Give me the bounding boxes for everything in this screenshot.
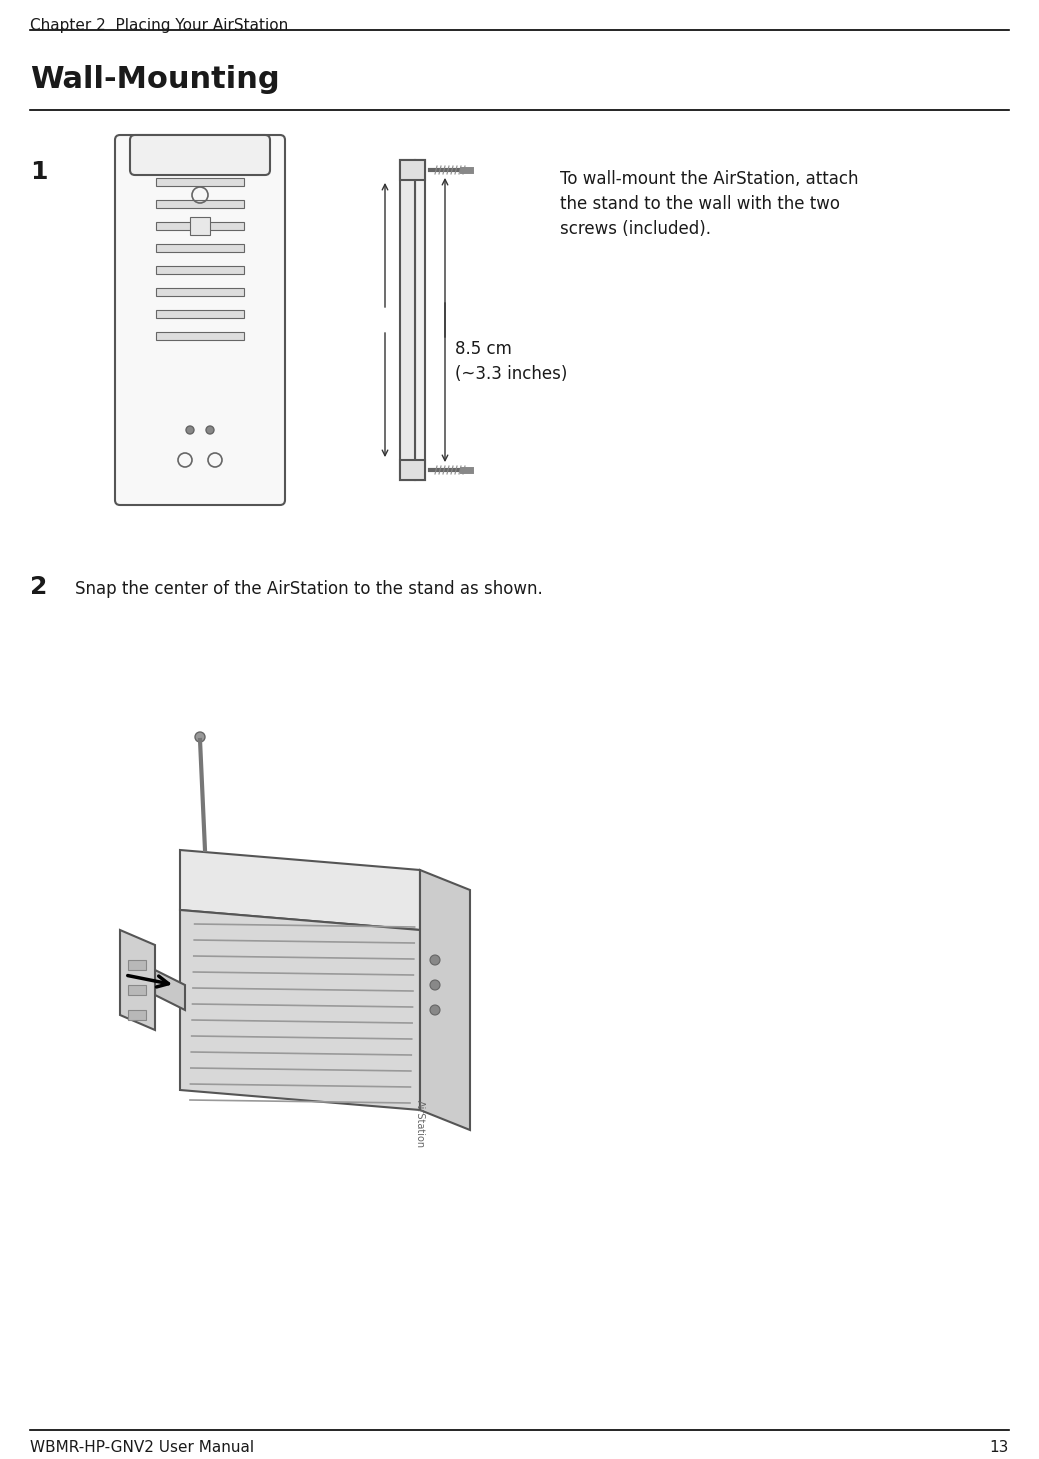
Polygon shape <box>119 929 155 1030</box>
Bar <box>156 287 244 296</box>
Text: To wall-mount the AirStation, attach
the stand to the wall with the two
screws (: To wall-mount the AirStation, attach the… <box>560 171 858 238</box>
Polygon shape <box>155 970 185 1010</box>
Polygon shape <box>420 870 470 1131</box>
Bar <box>400 460 425 480</box>
Bar <box>190 217 210 235</box>
Circle shape <box>206 426 214 433</box>
Bar <box>156 333 244 340</box>
Polygon shape <box>180 910 420 1110</box>
Circle shape <box>430 956 439 964</box>
Bar <box>128 985 146 995</box>
Text: Snap the center of the AirStation to the stand as shown.: Snap the center of the AirStation to the… <box>75 581 542 598</box>
Bar <box>156 266 244 274</box>
Text: Wall-Mounting: Wall-Mounting <box>30 66 279 93</box>
Text: AirStation: AirStation <box>415 1100 425 1148</box>
Circle shape <box>186 426 194 433</box>
Bar <box>156 309 244 318</box>
Bar <box>128 1010 146 1020</box>
Bar <box>156 222 244 231</box>
Circle shape <box>430 1005 439 1015</box>
Bar <box>156 200 244 209</box>
Bar <box>400 160 415 480</box>
Bar <box>156 178 244 185</box>
Text: 8.5 cm
(~3.3 inches): 8.5 cm (~3.3 inches) <box>455 340 567 384</box>
FancyBboxPatch shape <box>130 136 270 175</box>
Text: WBMR-HP-GNV2 User Manual: WBMR-HP-GNV2 User Manual <box>30 1440 255 1455</box>
Bar <box>415 160 425 480</box>
Text: 1: 1 <box>30 160 48 184</box>
Bar <box>156 244 244 252</box>
Bar <box>128 960 146 970</box>
Text: 13: 13 <box>989 1440 1009 1455</box>
Circle shape <box>430 980 439 991</box>
Bar <box>400 160 425 179</box>
Circle shape <box>195 732 205 743</box>
Polygon shape <box>180 851 420 929</box>
FancyBboxPatch shape <box>115 136 285 505</box>
Text: 2: 2 <box>30 575 48 600</box>
Text: Chapter 2  Placing Your AirStation: Chapter 2 Placing Your AirStation <box>30 18 288 34</box>
